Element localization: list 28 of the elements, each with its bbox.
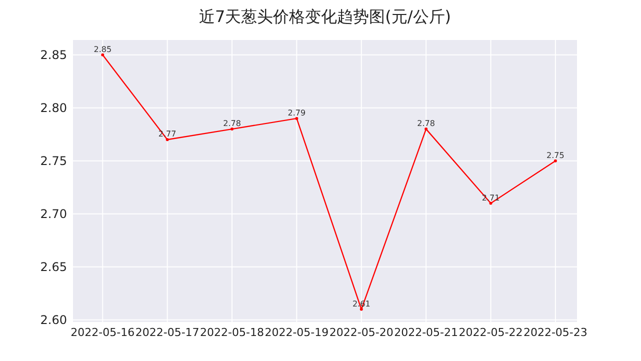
data-label: 2.85 [94,44,112,54]
x-tick-label: 2022-05-21 [394,326,458,339]
data-label: 2.78 [223,119,241,128]
x-tick-label: 2022-05-23 [523,326,588,339]
y-tick-label: 2.80 [40,100,67,115]
x-tick-label: 2022-05-22 [458,326,523,339]
data-label: 2.75 [546,150,564,160]
point [101,53,104,56]
chart-title: 近7天葱头价格变化趋势图(元/公斤) [198,7,452,26]
point [295,116,298,120]
point [554,159,557,162]
x-tick-label: 2022-05-19 [264,326,329,339]
y-tick-label: 2.60 [40,312,67,327]
point [360,308,363,311]
x-tick-label: 2022-05-16 [70,326,135,339]
point [230,128,234,131]
point [489,202,492,205]
y-tick-label: 2.85 [40,48,67,62]
point [424,128,428,131]
point [166,138,169,142]
x-tick-label: 2022-05-20 [329,326,394,339]
y-tick-label: 2.75 [40,154,67,168]
x-tick-label: 2022-05-18 [200,326,264,339]
y-tick-label: 2.65 [40,260,67,274]
data-label: 2.78 [417,119,435,128]
data-label: 2.79 [288,108,306,118]
y-tick-label: 2.70 [40,206,67,221]
x-tick-label: 2022-05-17 [135,326,200,339]
